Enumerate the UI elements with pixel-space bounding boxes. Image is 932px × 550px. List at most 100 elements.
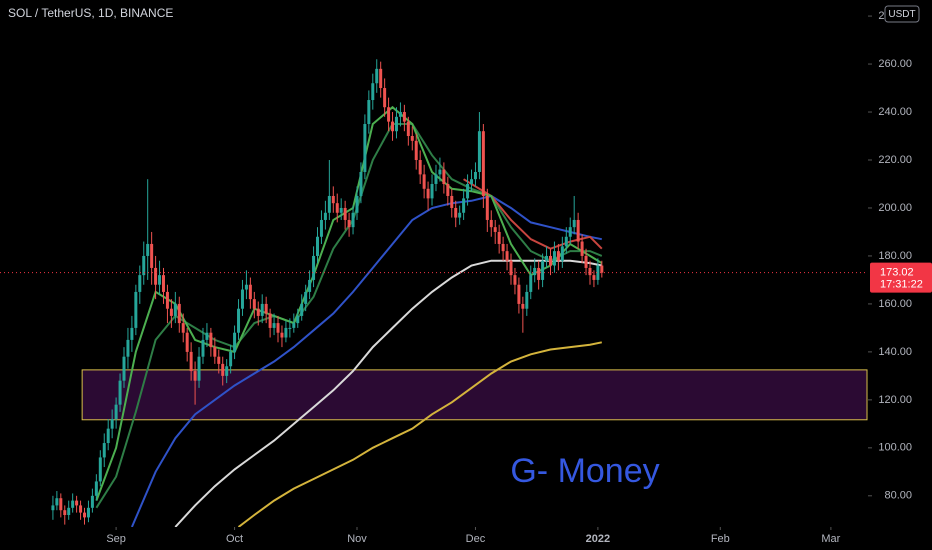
- candle-body: [509, 260, 513, 276]
- candle-body: [430, 183, 434, 199]
- candle-body: [442, 169, 446, 184]
- candle-body: [189, 351, 193, 372]
- candle-body: [260, 303, 264, 316]
- candle-body: [268, 313, 272, 328]
- candle-body: [83, 512, 87, 518]
- candle-body: [51, 505, 55, 511]
- candle-body: [584, 255, 588, 268]
- annotation: G- Money: [510, 452, 659, 490]
- candle-body: [327, 195, 331, 213]
- candle-body: [343, 207, 347, 220]
- price-label: 173.02: [880, 267, 914, 279]
- ma-line: [463, 178, 603, 250]
- support-zone: [81, 369, 868, 421]
- candle-body: [94, 481, 98, 496]
- candle-body: [600, 265, 604, 273]
- candle-body: [312, 255, 316, 280]
- x-tick-label: Mar: [821, 533, 840, 545]
- candle-body: [351, 212, 355, 228]
- candle-body: [86, 507, 90, 518]
- x-tick-label: Nov: [347, 533, 367, 545]
- candle-body: [473, 171, 477, 180]
- candle-body: [418, 159, 422, 175]
- candle-body: [545, 255, 549, 261]
- candle-body: [394, 116, 398, 132]
- candle-body: [568, 227, 572, 237]
- candle-body: [347, 219, 351, 228]
- candle-body: [229, 351, 233, 367]
- candle-body: [481, 131, 485, 196]
- candle-body: [308, 279, 312, 292]
- candle-body: [596, 265, 600, 280]
- x-tick-label: Feb: [711, 533, 730, 545]
- candle-body: [564, 236, 568, 247]
- candle-body: [205, 332, 209, 340]
- candle-body: [541, 260, 545, 280]
- chart-title: SOL / TetherUS, 1D, BINANCE: [8, 6, 173, 20]
- candle-body: [118, 380, 122, 405]
- candle-body: [335, 203, 339, 213]
- candle-body: [221, 363, 225, 376]
- ma-line: [237, 341, 602, 527]
- candle-body: [560, 246, 564, 261]
- candle-body: [446, 183, 450, 196]
- candle-body: [359, 171, 363, 196]
- candle-body: [292, 323, 296, 328]
- y-tick-label: 80.00: [884, 490, 912, 502]
- x-tick-label: Sep: [106, 533, 126, 545]
- candle-body: [71, 500, 75, 508]
- y-tick-label: 200.00: [878, 202, 912, 214]
- candle-body: [165, 291, 169, 309]
- candle-body: [355, 195, 359, 213]
- countdown: 17:31:22: [880, 279, 923, 291]
- candle-body: [537, 267, 541, 280]
- x-tick-label: Oct: [226, 533, 243, 545]
- y-tick-label: 220.00: [878, 154, 912, 166]
- candle-body: [79, 505, 83, 513]
- candle-body: [158, 275, 162, 285]
- candle-body: [485, 195, 489, 220]
- candle-body: [552, 251, 556, 266]
- y-tick-label: 140.00: [878, 346, 912, 358]
- candle-body: [201, 339, 205, 357]
- price-label-box: [870, 262, 932, 293]
- candle-body: [493, 227, 497, 232]
- candle-body: [59, 498, 63, 511]
- candle-body: [276, 323, 280, 333]
- candle-body: [264, 303, 268, 314]
- candle-body: [513, 275, 517, 285]
- candle-body: [387, 107, 391, 122]
- candle-body: [450, 195, 454, 208]
- candle-body: [548, 255, 552, 266]
- candle-body: [588, 267, 592, 276]
- candle-body: [556, 251, 560, 261]
- y-tick-label: 100.00: [878, 442, 912, 454]
- y-tick-label: 240.00: [878, 106, 912, 118]
- candle-body: [398, 112, 402, 117]
- y-tick-label: 120.00: [878, 394, 912, 406]
- candle-body: [505, 251, 509, 261]
- candle-body: [55, 498, 59, 506]
- candle-body: [240, 289, 244, 309]
- candle-body: [98, 457, 102, 482]
- candle-body: [525, 291, 529, 309]
- candle-body: [304, 291, 308, 304]
- candle-body: [193, 371, 197, 381]
- candle-body: [454, 207, 458, 218]
- candle-body: [383, 88, 387, 108]
- candle-body: [288, 327, 292, 329]
- x-tick-label: 2022: [586, 533, 610, 545]
- candle-body: [371, 83, 375, 101]
- y-tick-label: 180.00: [878, 250, 912, 262]
- candle-body: [280, 332, 284, 338]
- plot-area: [0, 59, 868, 527]
- candle-body: [406, 121, 410, 137]
- candle-body: [402, 112, 406, 122]
- candle-body: [466, 183, 470, 199]
- candle-body: [102, 443, 106, 458]
- candle-body: [529, 275, 533, 292]
- y-tick-label: 160.00: [878, 298, 912, 310]
- candle-body: [197, 356, 201, 381]
- candle-body: [580, 241, 584, 256]
